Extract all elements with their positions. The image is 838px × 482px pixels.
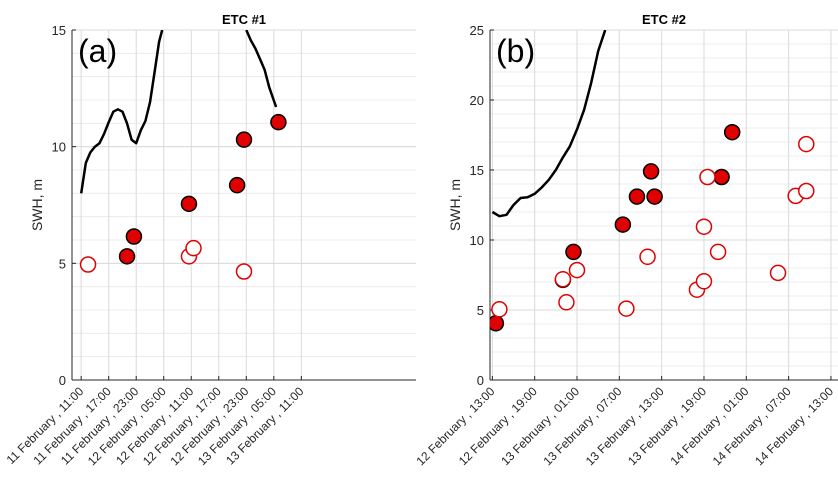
x-tick-label: 13 February , 19:00 bbox=[625, 384, 709, 468]
open-point bbox=[618, 300, 635, 317]
chart-title: ETC #1 bbox=[222, 12, 266, 27]
swh-line bbox=[79, 30, 164, 194]
x-tick-label: 12 February , 19:00 bbox=[456, 384, 540, 468]
open-point bbox=[185, 239, 202, 257]
y-tick-label: 5 bbox=[59, 256, 66, 271]
open-point bbox=[798, 182, 815, 200]
y-tick-label: 0 bbox=[59, 373, 66, 388]
filled-point bbox=[490, 315, 505, 332]
filled-point bbox=[118, 248, 136, 265]
x-tick-label: 12 February , 13:00 bbox=[414, 384, 498, 468]
filled-point bbox=[614, 216, 632, 233]
panel-label: (b) bbox=[496, 33, 535, 69]
open-point bbox=[639, 248, 656, 266]
open-point bbox=[79, 256, 97, 273]
filled-point bbox=[628, 188, 646, 205]
filled-point bbox=[235, 131, 253, 148]
y-tick-label: 20 bbox=[470, 93, 484, 108]
swh-line bbox=[491, 30, 607, 218]
open-point bbox=[695, 218, 713, 235]
x-tick-label: 13 February , 13:00 bbox=[583, 384, 667, 468]
panel-label: (a) bbox=[78, 33, 117, 69]
y-tick-label: 15 bbox=[470, 163, 484, 178]
y-tick-label: 25 bbox=[470, 23, 484, 38]
swh-line bbox=[245, 30, 278, 108]
y-axis-label: SWH, m bbox=[447, 179, 463, 231]
chart-title: ETC #2 bbox=[642, 12, 686, 27]
y-tick-label: 10 bbox=[470, 233, 484, 248]
y-tick-label: 15 bbox=[52, 23, 66, 38]
filled-point bbox=[646, 188, 663, 205]
open-point bbox=[699, 168, 716, 186]
filled-point bbox=[713, 168, 730, 186]
y-tick-label: 10 bbox=[52, 140, 66, 155]
filled-point bbox=[723, 123, 741, 141]
open-point bbox=[769, 264, 787, 282]
x-tick-label: 13 February , 07:00 bbox=[540, 384, 624, 468]
open-point bbox=[235, 263, 253, 280]
open-point bbox=[695, 273, 713, 290]
filled-point bbox=[125, 228, 143, 245]
filled-point bbox=[228, 176, 246, 194]
open-point bbox=[554, 270, 572, 288]
y-tick-label: 5 bbox=[477, 303, 484, 318]
open-point bbox=[798, 135, 815, 153]
plot-area bbox=[490, 30, 815, 332]
y-tick-label: 0 bbox=[477, 373, 484, 388]
filled-point bbox=[180, 195, 198, 213]
x-tick-label: 14 February , 13:00 bbox=[752, 384, 836, 468]
filled-point bbox=[642, 163, 660, 180]
y-axis-label: SWH, m bbox=[29, 179, 45, 231]
open-point bbox=[568, 261, 586, 279]
plot-area bbox=[79, 30, 287, 280]
x-tick-label: 14 February , 01:00 bbox=[667, 384, 751, 468]
open-point bbox=[491, 301, 508, 318]
x-tick-label: 14 February , 07:00 bbox=[710, 384, 794, 468]
x-tick-label: 13 February , 01:00 bbox=[498, 384, 582, 468]
open-point bbox=[558, 294, 575, 311]
open-point bbox=[709, 243, 727, 261]
filled-point bbox=[270, 113, 287, 131]
filled-point bbox=[565, 243, 582, 261]
